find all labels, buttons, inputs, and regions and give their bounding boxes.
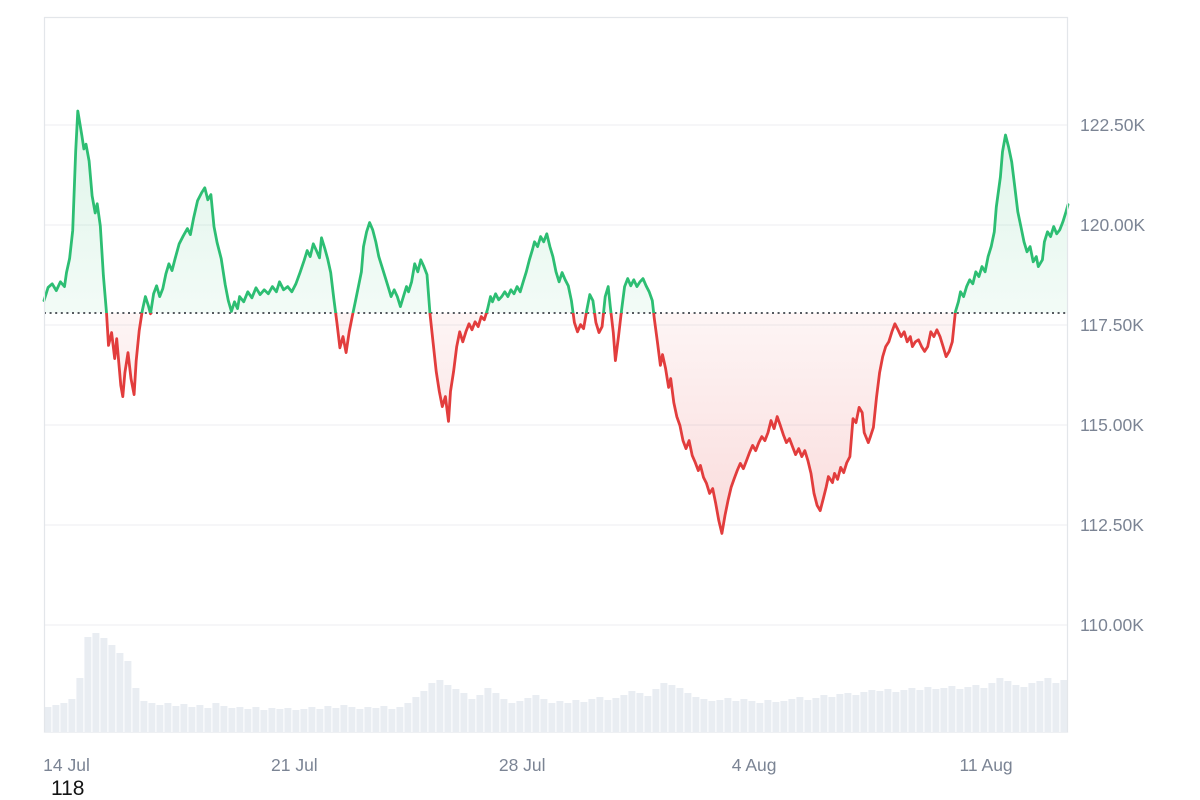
x-axis-tick: 21 Jul: [271, 755, 318, 775]
y-axis-tick: 115.00K: [1080, 415, 1144, 435]
y-axis-tick: 117.50K: [1080, 315, 1144, 335]
y-axis-tick: 110.00K: [1080, 615, 1144, 635]
x-axis-tick: 28 Jul: [498, 755, 546, 775]
y-axis-tick: 120.00K: [1080, 215, 1146, 235]
overflow-price-text: 118: [51, 777, 85, 800]
y-axis-tick: 122.50K: [1080, 115, 1146, 135]
x-axis-tick: 11 Aug: [959, 755, 1013, 775]
x-axis-tick: 14 Jul: [43, 755, 90, 775]
y-axis-tick: 112.50K: [1080, 515, 1144, 535]
x-axis-tick: 4 Aug: [731, 755, 777, 775]
